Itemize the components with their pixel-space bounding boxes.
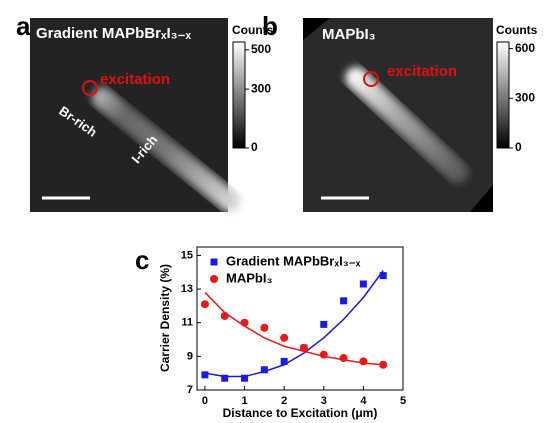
marker <box>260 324 268 332</box>
marker <box>300 344 308 352</box>
panel-label: a <box>16 11 31 41</box>
marker <box>340 297 347 304</box>
y-tick-label: 13 <box>181 283 193 295</box>
annotation: excitation <box>387 63 457 80</box>
figure: a Gradient MAPbBrₓI₃₋ₓ excitation Br-ric… <box>0 0 560 423</box>
marker <box>380 272 387 279</box>
x-tick-label: 2 <box>281 395 287 407</box>
marker <box>280 334 288 342</box>
colorbar-tick-label: 0 <box>251 140 258 154</box>
marker <box>359 357 367 365</box>
colorbar-tick-label: 500 <box>251 42 271 56</box>
plot-frame <box>197 247 403 390</box>
x-tick-label: 1 <box>241 395 247 407</box>
fit-line <box>205 292 383 364</box>
marker <box>340 354 348 362</box>
legend-label: Gradient MAPbBrₓI₃₋ₓ <box>226 253 361 268</box>
colorbar-tick-label: 600 <box>515 41 535 55</box>
panel-label: b <box>262 11 278 41</box>
marker <box>221 375 228 382</box>
image-title: Gradient MAPbBrₓI₃₋ₓ <box>36 25 192 42</box>
legend-marker <box>210 275 218 283</box>
x-tick-label: 4 <box>360 395 367 407</box>
x-tick-label: 3 <box>321 395 327 407</box>
annotation: excitation <box>100 71 170 88</box>
marker <box>201 371 208 378</box>
y-tick-label: 9 <box>187 350 193 362</box>
y-tick-label: 15 <box>181 249 193 261</box>
x-tick-label: 0 <box>202 395 208 407</box>
x-axis-label: Distance to Excitation (μm) <box>223 406 378 420</box>
colorbar-title: Counts <box>496 23 538 37</box>
fit-line <box>205 271 383 377</box>
colorbar <box>497 42 509 148</box>
colorbar <box>233 42 245 148</box>
legend-label: MAPbI₃ <box>226 270 272 285</box>
panel-label: c <box>135 245 149 275</box>
marker <box>221 312 229 320</box>
marker <box>281 358 288 365</box>
marker <box>201 300 209 308</box>
colorbar-tick-label: 300 <box>515 90 535 104</box>
colorbar-tick-label: 300 <box>251 81 271 95</box>
marker <box>241 375 248 382</box>
image-title: MAPbI₃ <box>322 26 376 43</box>
legend-marker <box>211 259 218 266</box>
x-tick-label: 5 <box>400 395 406 407</box>
colorbar-tick-label: 0 <box>515 140 522 154</box>
marker <box>261 366 268 373</box>
marker <box>320 321 327 328</box>
y-tick-label: 11 <box>181 317 193 329</box>
marker <box>379 361 387 369</box>
y-axis-label: Carrier Density (%) <box>158 264 172 372</box>
marker <box>241 319 249 327</box>
marker <box>320 351 328 359</box>
y-tick-label: 7 <box>187 384 193 396</box>
marker <box>360 281 367 288</box>
